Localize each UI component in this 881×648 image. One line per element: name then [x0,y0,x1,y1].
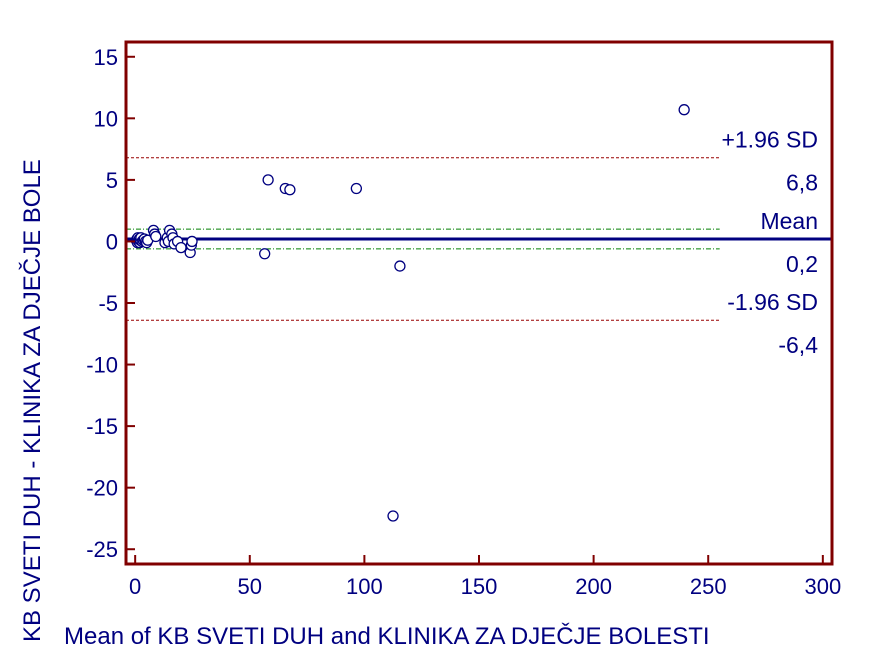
x-tick-label: 200 [575,574,612,599]
x-tick-label: 100 [346,574,383,599]
y-tick-label: 5 [106,168,118,193]
data-point [262,174,274,186]
y-tick-label: -20 [86,476,118,501]
x-tick-label: 150 [461,574,498,599]
x-tick-label: 50 [238,574,262,599]
x-tick-label: 300 [804,574,841,599]
x-tick-label: 250 [690,574,727,599]
data-point [150,230,162,243]
plot-background [126,42,832,564]
mean-value: 0,2 [786,251,818,277]
data-point [175,241,187,254]
upper_loa-label: +1.96 SD [721,127,818,153]
y-tick-label: 0 [106,229,118,254]
y-tick-label: -5 [98,291,118,316]
y-tick-label: 15 [94,45,118,70]
data-point [678,104,690,116]
y-axis-title: KB SVETI DUH - KLINIKA ZA DJEČJE BOLE [18,159,46,642]
lower_loa-label: -1.96 SD [727,289,818,315]
data-points [130,104,690,522]
data-point [284,184,296,196]
data-point [394,260,406,272]
y-tick-label: -15 [86,414,118,439]
upper_loa-value: 6,8 [786,170,818,196]
y-tick-label: 10 [94,106,118,131]
data-point [387,510,399,522]
mean-label: Mean [760,208,818,234]
data-point [350,182,363,195]
data-point [259,248,271,260]
y-tick-label: -10 [86,353,118,378]
data-point [186,235,198,248]
y-tick-label: -25 [86,537,118,562]
x-tick-label: 0 [129,574,141,599]
x-axis-title: Mean of KB SVETI DUH and KLINIKA ZA DJEČ… [64,622,710,648]
lower_loa-value: -6,4 [778,332,818,358]
reference-lines: +1.96 SD 6,8 Mean 0,2 -1.96 SD -6,4 [126,127,832,358]
